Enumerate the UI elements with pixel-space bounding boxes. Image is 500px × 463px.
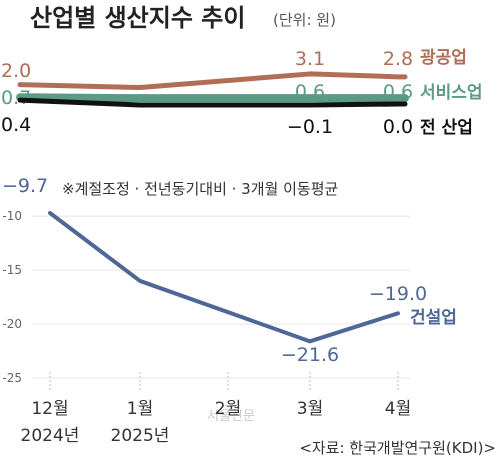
data-label: −19.0 xyxy=(369,283,427,305)
x-tick-label: 2025년 xyxy=(111,426,170,446)
y-tick-label: -15 xyxy=(2,263,22,277)
data-label: 2.0 xyxy=(1,60,31,82)
y-tick-label: -20 xyxy=(2,317,22,331)
data-label: 0.4 xyxy=(1,114,31,136)
series-line-2 xyxy=(17,97,408,108)
x-tick-label: 4월 xyxy=(385,399,411,419)
data-label: −21.6 xyxy=(281,344,339,366)
data-label: 0.7 xyxy=(1,87,31,109)
chart-unit: (단위: 원) xyxy=(273,11,336,29)
y-tick-label: -10 xyxy=(2,209,22,223)
y-tick-label: -25 xyxy=(2,371,22,385)
series-line-1 xyxy=(16,93,409,103)
series-line-0 xyxy=(17,71,408,91)
data-label: 0.0 xyxy=(383,116,413,138)
data-label: 0.6 xyxy=(295,81,325,103)
watermark: 서울신문 xyxy=(207,409,255,424)
x-tick-label: 1월 xyxy=(127,399,153,419)
x-tick-label: 3월 xyxy=(297,399,323,419)
series-label: 건설업 xyxy=(410,308,457,328)
x-tick-label: 2월 xyxy=(215,399,241,419)
data-label: 3.1 xyxy=(295,48,325,70)
data-label: 0.6 xyxy=(383,81,413,103)
x-tick-label: 12월 xyxy=(31,399,68,419)
chart-title: 산업별 생산지수 추이 xyxy=(30,4,245,32)
series-label: 전 산업 xyxy=(420,118,473,138)
data-label: −0.1 xyxy=(287,116,333,138)
data-label: 2.8 xyxy=(383,48,413,70)
data-label: −9.7 xyxy=(2,175,48,197)
x-tick-label: 2024년 xyxy=(21,426,80,446)
source-note: <자료: 한국개발연구원(KDI)> xyxy=(299,439,496,457)
series-label: 서비스업 xyxy=(420,83,483,103)
series-line-construction xyxy=(48,211,400,344)
chart-note: ※계절조정 · 전년동기대비 · 3개월 이동평균 xyxy=(62,180,338,198)
series-label: 광공업 xyxy=(420,48,467,68)
